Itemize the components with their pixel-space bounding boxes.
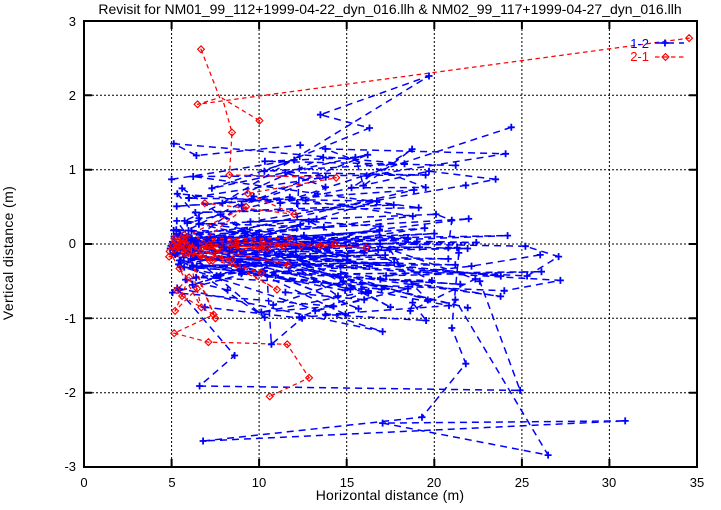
svg-text:20: 20	[427, 475, 441, 490]
svg-text:35: 35	[690, 475, 704, 490]
svg-text:15: 15	[340, 475, 354, 490]
svg-text:Horizontal distance (m): Horizontal distance (m)	[316, 487, 465, 503]
svg-text:30: 30	[602, 475, 616, 490]
svg-text:0: 0	[80, 475, 87, 490]
svg-text:2: 2	[69, 88, 76, 103]
svg-text:2-1: 2-1	[630, 49, 649, 64]
svg-text:Vertical distance (m): Vertical distance (m)	[0, 186, 16, 320]
svg-text:Revisit for NM01_99_112+1999-0: Revisit for NM01_99_112+1999-04-22_dyn_0…	[98, 1, 681, 17]
svg-text:-2: -2	[64, 385, 76, 400]
svg-text:1: 1	[69, 162, 76, 177]
svg-text:1-2: 1-2	[630, 36, 649, 51]
svg-text:0: 0	[69, 236, 76, 251]
svg-text:10: 10	[252, 475, 266, 490]
svg-text:-3: -3	[64, 459, 76, 474]
svg-text:5: 5	[168, 475, 175, 490]
svg-text:-1: -1	[64, 311, 76, 326]
svg-text:25: 25	[515, 475, 529, 490]
svg-text:3: 3	[69, 14, 76, 29]
